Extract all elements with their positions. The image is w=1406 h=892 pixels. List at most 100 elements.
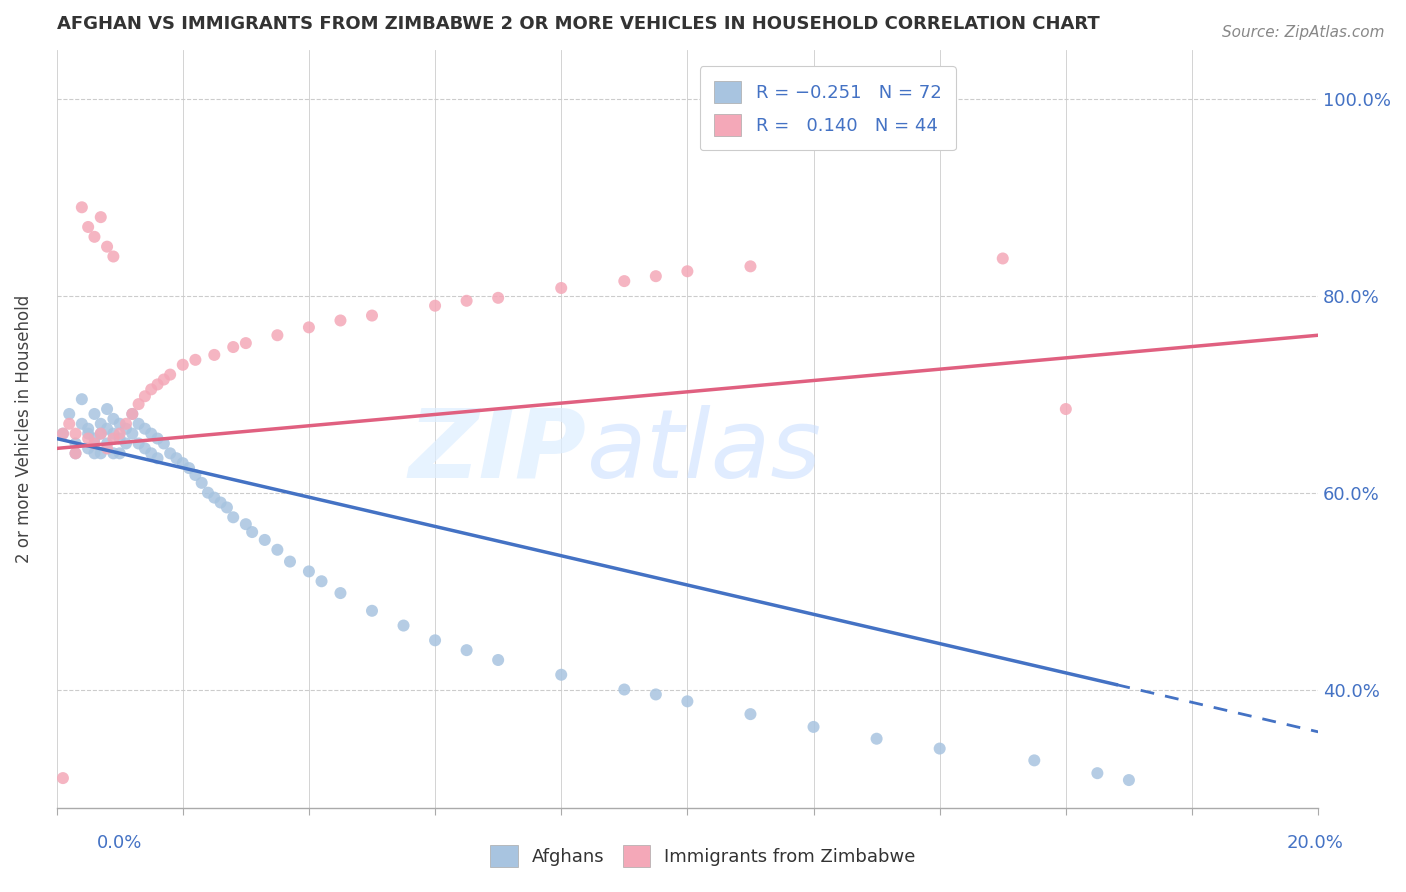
Point xyxy=(70,392,93,407)
Point xyxy=(361,604,384,618)
Point xyxy=(146,377,169,392)
Point xyxy=(202,491,225,505)
Point xyxy=(298,320,321,334)
Point xyxy=(803,720,825,734)
Point xyxy=(134,389,156,403)
Point xyxy=(740,707,762,722)
Point xyxy=(240,524,263,539)
Point xyxy=(146,432,169,446)
Point xyxy=(153,372,176,386)
Point xyxy=(141,383,163,397)
Point xyxy=(134,422,156,436)
Point xyxy=(644,269,666,284)
Point xyxy=(159,368,181,382)
Point xyxy=(146,451,169,466)
Point xyxy=(96,240,118,254)
Point xyxy=(141,446,163,460)
Text: 20.0%: 20.0% xyxy=(1286,834,1343,852)
Point xyxy=(486,291,509,305)
Point xyxy=(153,436,176,450)
Point xyxy=(83,446,105,460)
Point xyxy=(235,336,257,351)
Point xyxy=(96,436,118,450)
Point xyxy=(58,417,80,431)
Point xyxy=(52,426,75,441)
Text: 0.0%: 0.0% xyxy=(97,834,142,852)
Point xyxy=(329,313,352,327)
Point xyxy=(83,229,105,244)
Point xyxy=(128,397,150,411)
Point xyxy=(644,688,666,702)
Point xyxy=(329,586,352,600)
Point xyxy=(103,446,125,460)
Point xyxy=(90,446,112,460)
Point xyxy=(423,299,446,313)
Point xyxy=(90,417,112,431)
Point xyxy=(90,426,112,441)
Point xyxy=(676,694,699,708)
Point xyxy=(928,741,950,756)
Point xyxy=(159,446,181,460)
Point xyxy=(1024,753,1046,767)
Point xyxy=(77,219,100,234)
Text: atlas: atlas xyxy=(586,405,821,498)
Point xyxy=(65,436,87,450)
Point xyxy=(115,417,138,431)
Point xyxy=(613,682,636,697)
Point xyxy=(58,407,80,421)
Point xyxy=(190,475,212,490)
Point xyxy=(121,407,143,421)
Point xyxy=(209,495,232,509)
Point xyxy=(740,260,762,274)
Point xyxy=(77,422,100,436)
Point xyxy=(613,274,636,288)
Point xyxy=(103,426,125,441)
Point xyxy=(486,653,509,667)
Point xyxy=(235,517,257,532)
Point xyxy=(96,442,118,456)
Point xyxy=(865,731,887,746)
Point xyxy=(456,293,478,308)
Point xyxy=(134,442,156,456)
Point xyxy=(298,565,321,579)
Point xyxy=(278,555,301,569)
Point xyxy=(202,348,225,362)
Text: Source: ZipAtlas.com: Source: ZipAtlas.com xyxy=(1222,25,1385,40)
Point xyxy=(90,426,112,441)
Point xyxy=(108,446,131,460)
Point xyxy=(222,510,245,524)
Point xyxy=(65,446,87,460)
Point xyxy=(52,771,75,785)
Point xyxy=(222,340,245,354)
Point xyxy=(103,412,125,426)
Legend: R = −0.251   N = 72, R =   0.140   N = 44: R = −0.251 N = 72, R = 0.140 N = 44 xyxy=(700,66,956,150)
Point xyxy=(77,442,100,456)
Point xyxy=(253,533,276,547)
Point xyxy=(70,417,93,431)
Point xyxy=(108,417,131,431)
Point xyxy=(550,281,572,295)
Point xyxy=(65,446,87,460)
Point xyxy=(115,436,138,450)
Point xyxy=(103,250,125,264)
Point xyxy=(266,328,288,343)
Point xyxy=(311,574,333,589)
Point xyxy=(1054,402,1077,417)
Point xyxy=(108,432,131,446)
Text: AFGHAN VS IMMIGRANTS FROM ZIMBABWE 2 OR MORE VEHICLES IN HOUSEHOLD CORRELATION C: AFGHAN VS IMMIGRANTS FROM ZIMBABWE 2 OR … xyxy=(56,15,1099,33)
Point xyxy=(65,426,87,441)
Point xyxy=(215,500,238,515)
Point xyxy=(550,667,572,681)
Point xyxy=(90,210,112,224)
Point xyxy=(184,352,207,367)
Point xyxy=(392,618,415,632)
Point xyxy=(141,426,163,441)
Point xyxy=(172,456,194,470)
Point xyxy=(197,485,219,500)
Y-axis label: 2 or more Vehicles in Household: 2 or more Vehicles in Household xyxy=(15,294,32,563)
Point xyxy=(83,432,105,446)
Point xyxy=(96,422,118,436)
Point xyxy=(361,309,384,323)
Point xyxy=(52,426,75,441)
Point xyxy=(266,542,288,557)
